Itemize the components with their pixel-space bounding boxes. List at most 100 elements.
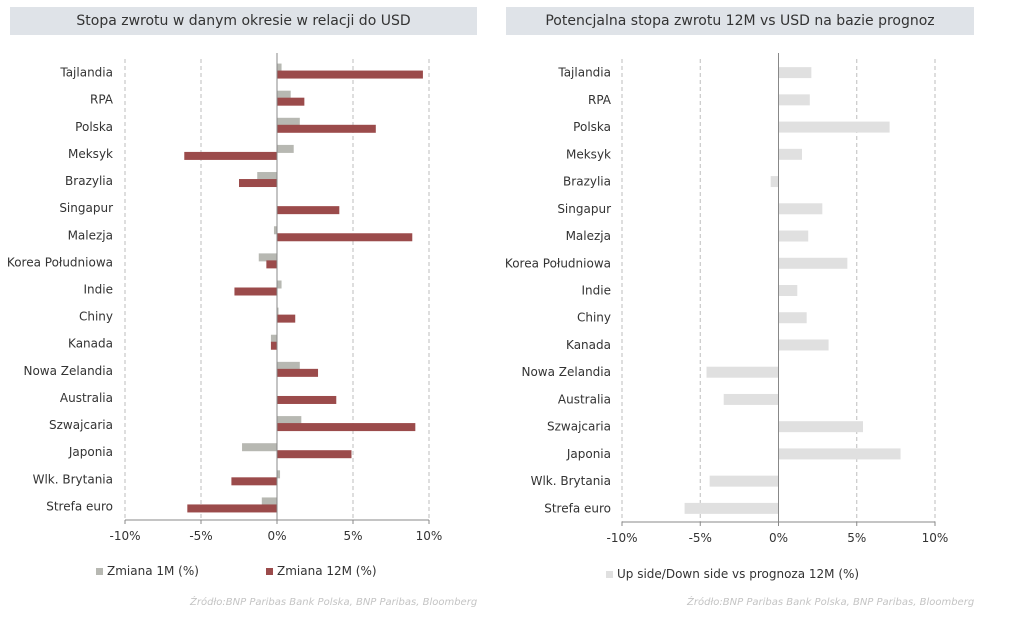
right-category-label-tajlandia: Tajlandia: [557, 66, 611, 80]
right-chart-svg: -10% -5% 0% 5% 10% Tajlandia RPA Polska Meksyk Br…: [505, 53, 949, 545]
left-bar-indie-zmiana-12m: [234, 287, 277, 296]
right-bar-wlk-brytania-up-side-down-side-vs-prognoza-12m: [709, 475, 779, 487]
left-bar-tajlandia-zmiana-12m: [277, 70, 423, 79]
left-bar-szwajcaria-zmiana-1m: [277, 416, 302, 425]
left-chart-svg: -10% -5% 0% 5% 10% Tajlandia RPA Polska Meksyk Br…: [7, 53, 443, 543]
right-bar-chiny-up-side-down-side-vs-prognoza-12m: [778, 312, 807, 324]
left-category-label-strefa-euro: Strefa euro: [46, 499, 113, 513]
legend-label-forecast: Up side/Down side vs prognoza 12M (%): [617, 567, 860, 581]
right-category-label-polska: Polska: [573, 120, 611, 134]
left-bar-australia-zmiana-12m: [277, 395, 337, 404]
left-category-label-kanada: Kanada: [68, 337, 113, 351]
right-bar-malezja-up-side-down-side-vs-prognoza-12m: [778, 230, 809, 242]
left-category-label-brazylia: Brazylia: [65, 174, 113, 188]
legend-label-12m: Zmiana 12M (%): [277, 564, 377, 578]
right-x-tick-label-1: -5%: [689, 531, 712, 545]
left-category-label-wlk-brytania: Wlk. Brytania: [33, 472, 113, 486]
left-bar-japonia-zmiana-1m: [242, 443, 277, 452]
legend-item-1m: Zmiana 1M (%): [96, 564, 199, 578]
right-category-label-brazylia: Brazylia: [563, 175, 611, 189]
left-x-tick-label-4: 10%: [416, 529, 443, 543]
legend-label-1m: Zmiana 1M (%): [107, 564, 199, 578]
legend-item-forecast: Up side/Down side vs prognoza 12M (%): [606, 567, 859, 581]
left-category-label-tajlandia: Tajlandia: [59, 66, 113, 80]
right-category-label-japonia: Japonia: [566, 447, 611, 461]
right-category-label-malezja: Malezja: [566, 229, 611, 243]
left-category-label-meksyk: Meksyk: [68, 147, 113, 161]
legend-swatch-12m: [266, 567, 273, 575]
left-category-label-japonia: Japonia: [68, 445, 113, 459]
left-chart-source: Źródło:BNP Paribas Bank Polska, BNP Pari…: [190, 597, 478, 608]
right-category-label-nowa-zelandia: Nowa Zelandia: [521, 365, 611, 379]
left-category-label-korea-poludniowa: Korea Południowa: [7, 255, 113, 269]
left-bar-chiny-zmiana-12m: [277, 314, 296, 323]
left-bar-korea-poludniowa-zmiana-12m: [266, 260, 277, 269]
left-bar-wlk-brytania-zmiana-1m: [277, 470, 281, 479]
left-bar-brazylia-zmiana-1m: [257, 172, 277, 181]
left-bar-strefa-euro-zmiana-1m: [261, 497, 277, 506]
left-bar-szwajcaria-zmiana-12m: [277, 423, 416, 432]
left-chart-title: Stopa zwrotu w danym okresie w relacji d…: [10, 7, 477, 35]
right-bar-nowa-zelandia-up-side-down-side-vs-prognoza-12m: [706, 366, 779, 378]
left-bar-malezja-zmiana-12m: [277, 233, 413, 242]
right-category-label-rpa: RPA: [588, 93, 612, 107]
left-category-label-singapur: Singapur: [59, 201, 113, 215]
left-bar-tajlandia-zmiana-1m: [277, 63, 282, 72]
right-bar-rpa-up-side-down-side-vs-prognoza-12m: [778, 94, 810, 106]
right-bar-strefa-euro-up-side-down-side-vs-prognoza-12m: [684, 502, 779, 514]
legend-swatch-forecast: [606, 570, 613, 578]
right-x-tick-label-0: -10%: [606, 531, 637, 545]
right-category-label-indie: Indie: [582, 284, 611, 298]
left-x-tick-label-0: -10%: [109, 529, 140, 543]
left-category-label-polska: Polska: [75, 120, 113, 134]
left-bar-rpa-zmiana-12m: [277, 97, 305, 106]
left-bar-nowa-zelandia-zmiana-12m: [277, 368, 319, 377]
right-chart-title: Potencjalna stopa zwrotu 12M vs USD na b…: [506, 7, 974, 35]
left-bar-meksyk-zmiana-1m: [277, 144, 294, 153]
left-bar-polska-zmiana-1m: [277, 117, 300, 126]
right-category-label-wlk-brytania: Wlk. Brytania: [531, 474, 611, 488]
right-category-label-korea-poludniowa: Korea Południowa: [505, 256, 611, 270]
left-chart-panel: Stopa zwrotu w danym okresie w relacji d…: [0, 0, 500, 618]
left-bar-rpa-zmiana-1m: [277, 90, 291, 99]
right-bar-szwajcaria-up-side-down-side-vs-prognoza-12m: [778, 421, 864, 433]
left-bar-strefa-euro-zmiana-12m: [187, 504, 277, 513]
left-bar-wlk-brytania-zmiana-12m: [231, 477, 277, 486]
right-category-label-strefa-euro: Strefa euro: [544, 501, 611, 515]
legend-swatch-1m: [96, 567, 103, 575]
right-bar-polska-up-side-down-side-vs-prognoza-12m: [778, 121, 890, 133]
right-bar-tajlandia-up-side-down-side-vs-prognoza-12m: [778, 67, 812, 79]
left-bar-brazylia-zmiana-12m: [239, 179, 277, 188]
right-x-tick-label-4: 10%: [922, 531, 949, 545]
right-chart-source: Źródło:BNP Paribas Bank Polska, BNP Pari…: [687, 597, 975, 608]
left-category-label-rpa: RPA: [90, 93, 114, 107]
legend-item-12m: Zmiana 12M (%): [266, 564, 377, 578]
right-x-tick-label-3: 5%: [847, 531, 866, 545]
right-category-label-chiny: Chiny: [577, 311, 611, 325]
left-bar-korea-poludniowa-zmiana-1m: [258, 253, 277, 262]
left-category-label-australia: Australia: [60, 391, 113, 405]
left-bar-kanada-zmiana-12m: [270, 341, 277, 350]
left-category-label-chiny: Chiny: [79, 310, 113, 324]
right-category-label-australia: Australia: [558, 392, 611, 406]
left-bar-japonia-zmiana-12m: [277, 450, 352, 459]
right-category-label-kanada: Kanada: [566, 338, 611, 352]
right-bar-singapur-up-side-down-side-vs-prognoza-12m: [778, 203, 823, 215]
left-category-label-szwajcaria: Szwajcaria: [49, 418, 113, 432]
right-bar-brazylia-up-side-down-side-vs-prognoza-12m: [770, 176, 779, 188]
left-x-tick-label-1: -5%: [189, 529, 212, 543]
left-x-tick-label-3: 5%: [343, 529, 362, 543]
left-category-label-nowa-zelandia: Nowa Zelandia: [23, 364, 113, 378]
left-bar-indie-zmiana-1m: [277, 280, 282, 289]
left-category-label-malezja: Malezja: [68, 228, 113, 242]
left-bar-nowa-zelandia-zmiana-1m: [277, 361, 300, 370]
right-bar-indie-up-side-down-side-vs-prognoza-12m: [778, 285, 798, 296]
left-bar-malezja-zmiana-1m: [273, 226, 277, 235]
right-bar-korea-poludniowa-up-side-down-side-vs-prognoza-12m: [778, 257, 848, 269]
right-category-label-singapur: Singapur: [557, 202, 611, 216]
right-chart-panel: Potencjalna stopa zwrotu 12M vs USD na b…: [500, 0, 1024, 618]
left-bar-polska-zmiana-12m: [277, 124, 376, 133]
left-bar-chiny-zmiana-1m: [277, 307, 279, 316]
right-category-label-szwajcaria: Szwajcaria: [547, 420, 611, 434]
left-bar-singapur-zmiana-12m: [277, 206, 340, 215]
